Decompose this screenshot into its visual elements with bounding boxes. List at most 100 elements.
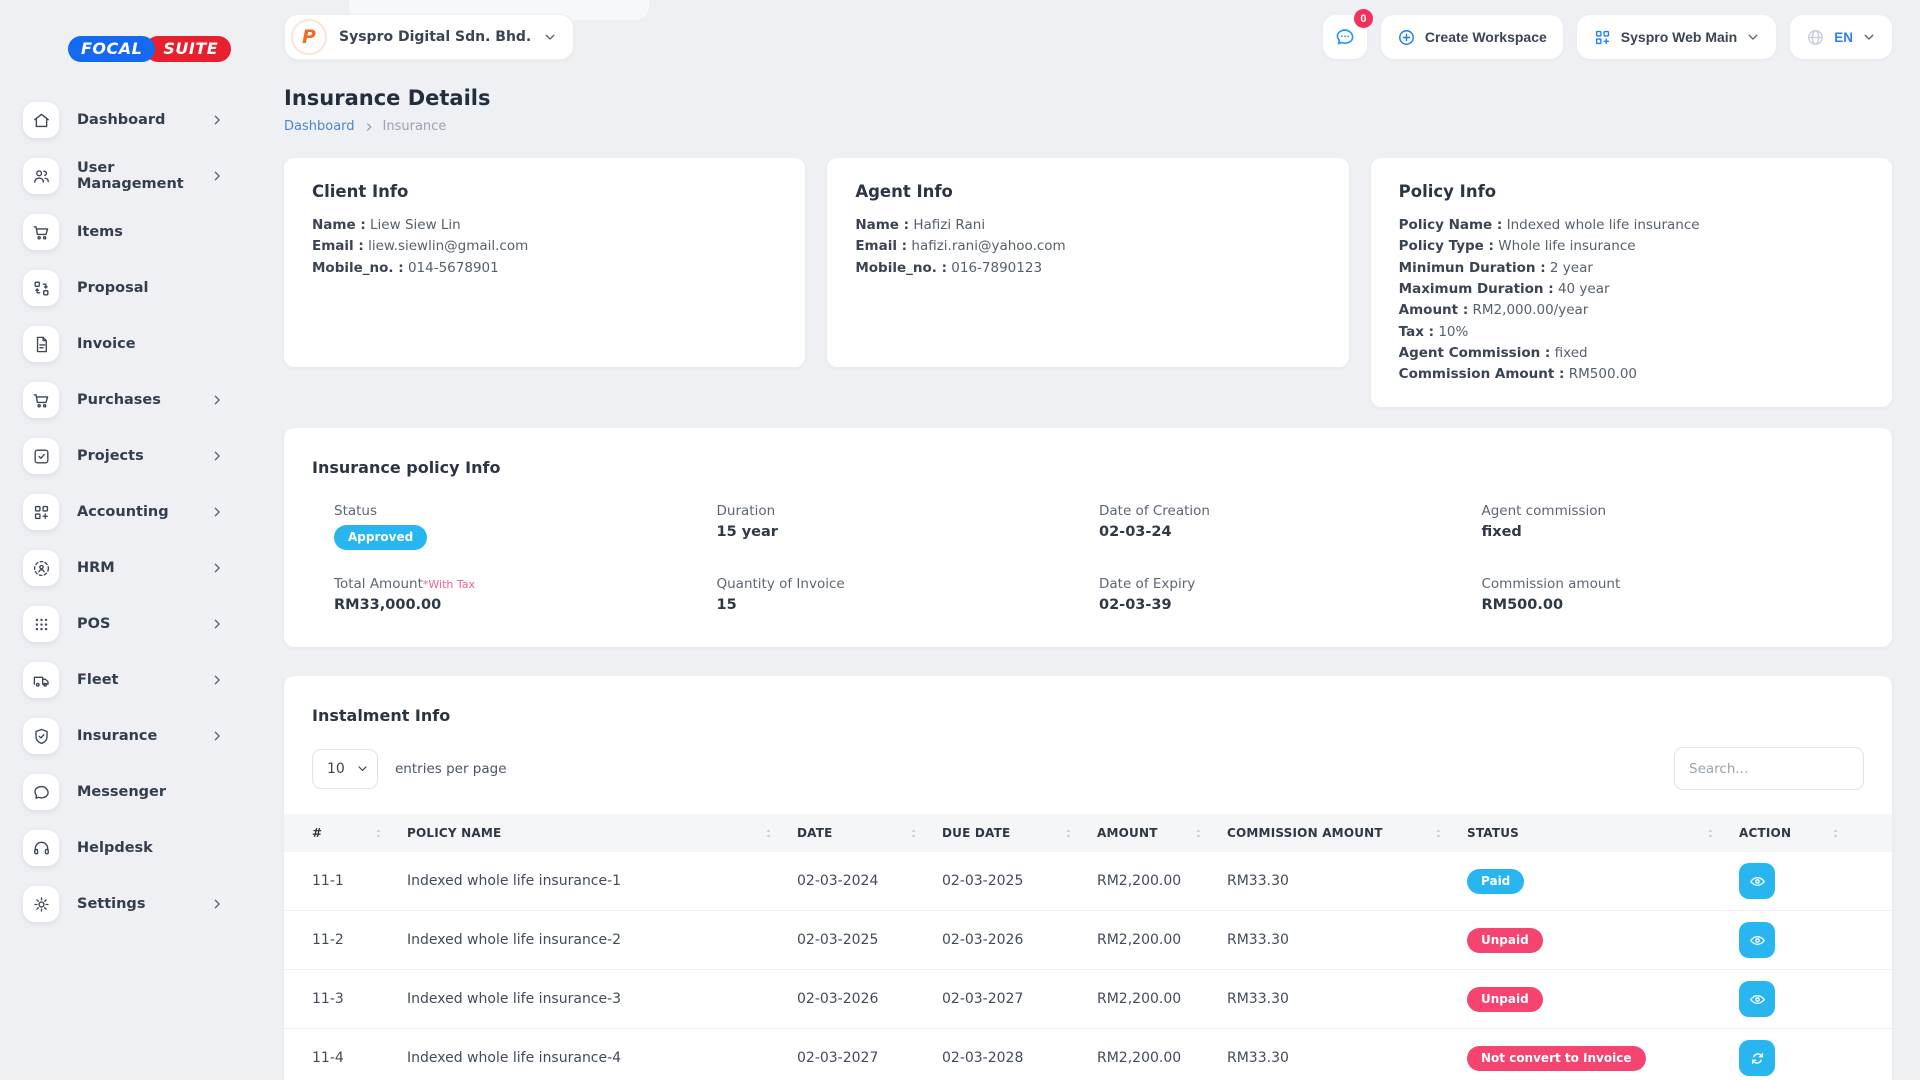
status-badge: Unpaid (1467, 927, 1543, 953)
create-workspace-label: Create Workspace (1424, 29, 1547, 45)
column-header-date[interactable]: DATE (797, 826, 942, 840)
cell-commission-amount: RM33.30 (1227, 1050, 1289, 1066)
chat-bubble-icon (1334, 26, 1356, 48)
sidebar-item-hrm[interactable]: HRM (23, 550, 230, 586)
field-label: Tax : (1398, 323, 1435, 340)
sidebar-item-projects[interactable]: Projects (23, 438, 230, 474)
sidebar-item-fleet[interactable]: Fleet (23, 662, 230, 698)
chevron-right-icon (210, 897, 224, 911)
panel-title: Instalment Info (312, 706, 451, 725)
sidebar-item-insurance[interactable]: Insurance (23, 718, 230, 754)
status-badge: Unpaid (1467, 986, 1543, 1012)
sidebar-item-settings[interactable]: Settings (23, 886, 230, 922)
sidebar-item-proposal[interactable]: Proposal (23, 270, 230, 306)
info-value: RM500.00 (1481, 597, 1564, 613)
cell-amount: RM2,200.00 (1097, 932, 1182, 948)
info-label: Total Amount*With Tax (334, 576, 475, 592)
status-badge: Approved (334, 525, 428, 550)
info-value: 02-03-24 (1099, 524, 1172, 540)
card-title: Client Info (312, 182, 409, 201)
page-title: Insurance Details (284, 86, 491, 110)
info-label: Agent commission (1481, 503, 1607, 519)
info-field: Minimun Duration : 2 year (1399, 258, 1864, 279)
sort-icon (1062, 827, 1075, 840)
info-field: Mobile_no. : 014-5678901 (312, 258, 777, 279)
breadcrumb-dashboard-link[interactable]: Dashboard (284, 119, 355, 134)
entries-per-page-select[interactable]: 10 (312, 748, 378, 789)
messages-button[interactable]: 0 (1322, 9, 1373, 59)
globe-icon (1806, 28, 1825, 47)
cell-amount: RM2,200.00 (1097, 873, 1182, 889)
info-label: Status (334, 503, 378, 519)
cell-amount: RM2,200.00 (1097, 1050, 1182, 1066)
field-value: Whole life insurance (1498, 238, 1636, 255)
chevron-right-icon (210, 561, 224, 575)
info-field: Tax : 10% (1399, 322, 1864, 343)
view-instalment-button[interactable] (1739, 981, 1775, 1017)
column-header--[interactable]: # (312, 826, 407, 840)
sidebar-item-invoice[interactable]: Invoice (23, 326, 230, 362)
sort-icon (762, 827, 775, 840)
convert-to-invoice-button[interactable] (1739, 1040, 1775, 1076)
sidebar-item-pos[interactable]: POS (23, 606, 230, 642)
chevron-right-icon (210, 673, 224, 687)
eye-icon (1749, 991, 1766, 1008)
sidebar: FOCAL SUITE Dashboard User Management It… (0, 0, 240, 1080)
view-instalment-button[interactable] (1739, 922, 1775, 958)
info-field: Mobile_no. : 016-7890123 (855, 258, 1320, 279)
instalment-table-row: 11-4 Indexed whole life insurance-4 02-0… (284, 1029, 1892, 1080)
column-header-policy-name[interactable]: POLICY NAME (407, 826, 797, 840)
cell-number: 11-1 (312, 873, 344, 889)
breadcrumb-current: Insurance (382, 119, 447, 134)
field-label: Agent Commission : (1398, 344, 1551, 361)
policy-info-date-of-expiry: Date of Expiry 02-03-39 (1099, 576, 1482, 613)
client-info-card: Client Info Name : Liew Siew Lin Email : … (284, 158, 806, 367)
panel-title: Insurance policy Info (312, 458, 501, 477)
cell-date: 02-03-2024 (797, 873, 879, 889)
sidebar-item-accounting[interactable]: Accounting (23, 494, 230, 530)
sidebar-item-label: Fleet (77, 672, 119, 688)
grid-plus-icon (23, 494, 59, 530)
instalment-info-panel: Instalment Info 10 entries per page #POL… (284, 676, 1892, 1080)
cell-policy-name: Indexed whole life insurance-1 (407, 873, 622, 889)
column-header-amount[interactable]: AMOUNT (1097, 826, 1227, 840)
shield-check-icon (23, 718, 59, 754)
eye-icon (1749, 873, 1766, 890)
field-label: Mobile_no. : (312, 259, 404, 276)
language-selector[interactable]: EN (1790, 15, 1892, 59)
sidebar-item-messenger[interactable]: Messenger (23, 774, 230, 810)
sidebar-item-items[interactable]: Items (23, 214, 230, 250)
chevron-right-icon (210, 729, 224, 743)
info-label: Date of Expiry (1099, 576, 1196, 592)
view-instalment-button[interactable] (1739, 863, 1775, 899)
field-label: Policy Type : (1398, 238, 1494, 255)
create-workspace-button[interactable]: Create Workspace (1380, 15, 1563, 59)
policy-info-agent-commission: Agent commission fixed (1482, 503, 1865, 550)
focal-suite-logo[interactable]: FOCAL SUITE (68, 36, 240, 62)
column-header-action[interactable]: ACTION (1739, 826, 1864, 840)
column-header-status[interactable]: STATUS (1467, 826, 1739, 840)
app-selector[interactable]: Syspro Web Main (1576, 15, 1777, 59)
sidebar-item-purchases[interactable]: Purchases (23, 382, 230, 418)
with-tax-note: *With Tax (422, 578, 475, 591)
field-label: Amount : (1398, 302, 1469, 319)
cell-commission-amount: RM33.30 (1227, 873, 1289, 889)
sidebar-item-user-management[interactable]: User Management (23, 158, 230, 194)
field-label: Email : (855, 238, 908, 255)
column-header-due-date[interactable]: DUE DATE (942, 826, 1097, 840)
cell-number: 11-2 (312, 932, 344, 948)
sidebar-item-label: Settings (77, 896, 146, 912)
cell-amount: RM2,200.00 (1097, 991, 1182, 1007)
workspace-selector[interactable]: P Syspro Digital Sdn. Bhd. (284, 14, 575, 60)
sidebar-item-dashboard[interactable]: Dashboard (23, 102, 230, 138)
policy-info-commission-amount: Commission amount RM500.00 (1482, 576, 1865, 613)
cell-policy-name: Indexed whole life insurance-4 (407, 1050, 622, 1066)
chevron-down-icon (543, 30, 557, 44)
cell-due-date: 02-03-2025 (942, 873, 1024, 889)
column-header-commission-amount[interactable]: COMMISSION AMOUNT (1227, 826, 1467, 840)
sidebar-item-helpdesk[interactable]: Helpdesk (23, 830, 230, 866)
search-input[interactable] (1674, 747, 1864, 790)
card-title: Policy Info (1398, 182, 1497, 201)
sidebar-item-label: User Management (77, 160, 184, 192)
